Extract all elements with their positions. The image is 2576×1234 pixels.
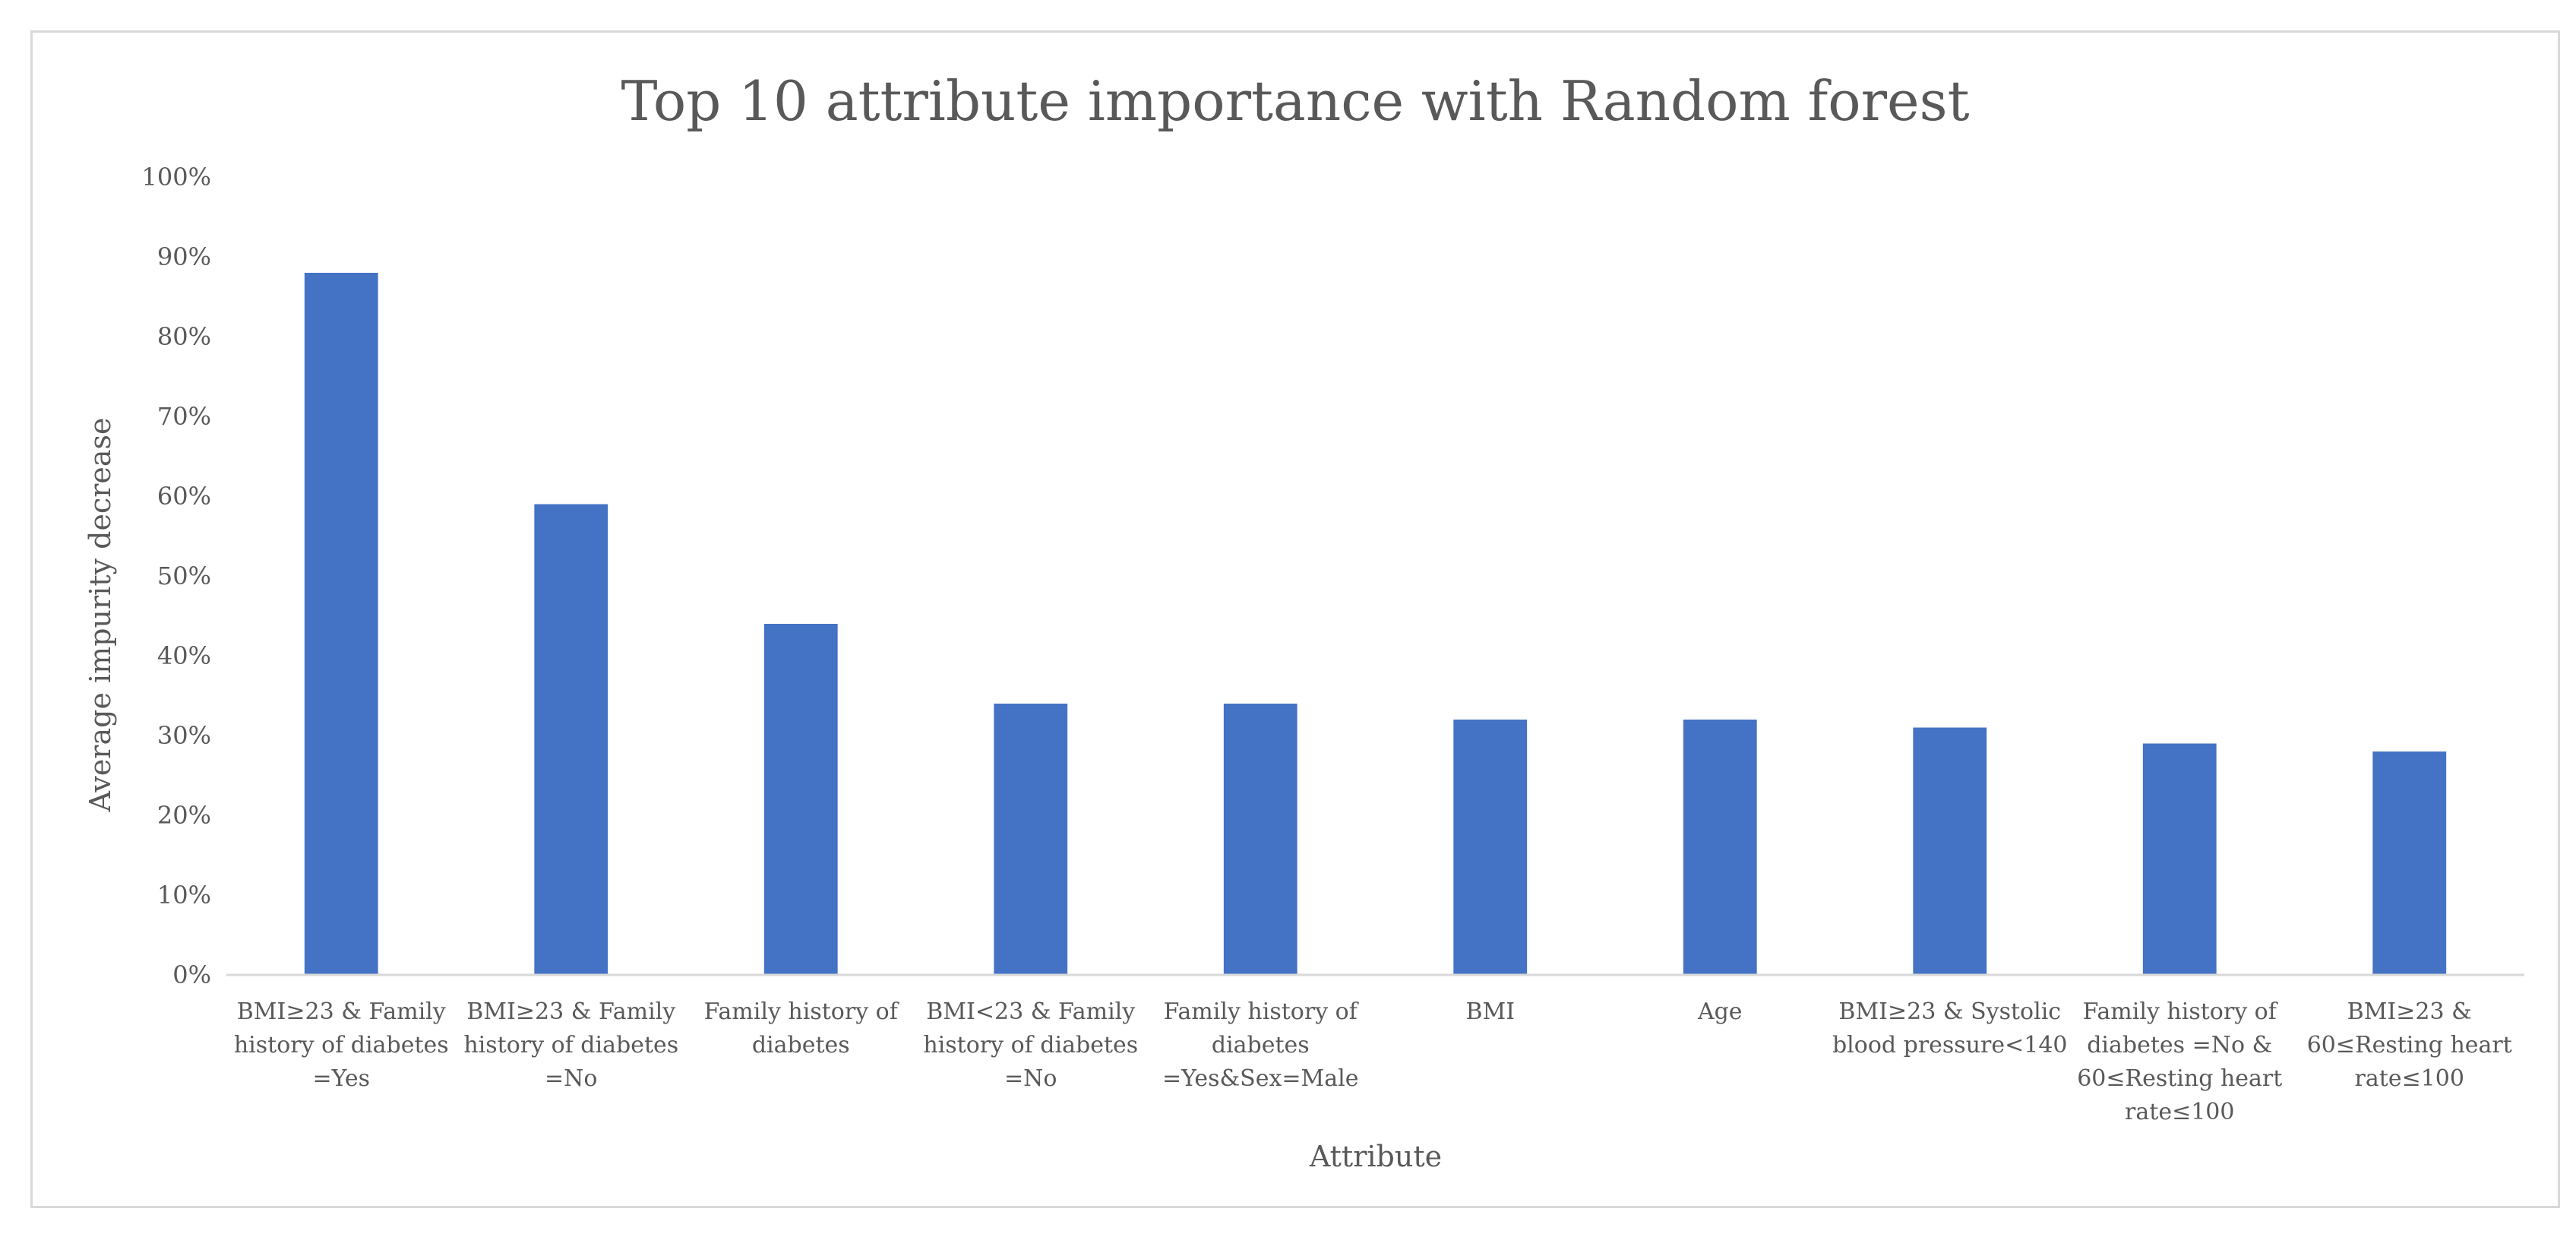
y-tick-label: 40% — [157, 641, 211, 670]
x-tick-label: BMI≥23 & Systolic blood pressure<140 — [1832, 998, 2068, 1058]
bar — [763, 624, 838, 975]
y-tick-label: 90% — [157, 242, 211, 271]
y-tick-label: 0% — [172, 960, 211, 989]
x-axis-title: Attribute — [1309, 1140, 1442, 1173]
y-tick-label: 80% — [157, 322, 211, 351]
y-tick-label: 50% — [157, 562, 211, 590]
x-tick-label: BMI — [1465, 998, 1515, 1025]
bar — [1683, 720, 1757, 975]
bar-chart: Top 10 attribute importance with Random … — [84, 69, 2524, 1173]
y-tick-label: 60% — [157, 482, 211, 511]
y-tick-label: 10% — [157, 881, 211, 910]
x-axis-category-labels: BMI≥23 & Family history of diabetes =YesBM… — [234, 998, 2512, 1125]
y-axis: 0% 10% 20% 30% 40% 50% 60% 70% 80% 90% 100% — [142, 163, 211, 989]
x-tick-label: Family history of diabetes =Yes&Sex=Male — [1162, 998, 1359, 1092]
y-tick-label: 30% — [157, 721, 211, 750]
bar — [1453, 720, 1528, 975]
y-tick-label: 100% — [142, 163, 211, 191]
bar — [994, 704, 1068, 975]
x-tick-label: Family history of diabetes =No & 60≤Restin… — [2077, 998, 2282, 1125]
y-axis-title: Average impurity decrease — [84, 417, 117, 812]
y-tick-label: 20% — [157, 801, 211, 830]
x-tick-label: Age — [1697, 998, 1743, 1025]
bar — [1913, 727, 1987, 975]
chart-title: Top 10 attribute importance with Random … — [621, 69, 1969, 133]
bar-series — [304, 273, 2447, 975]
bar — [2142, 743, 2217, 975]
x-tick-label: BMI≥23 & 60≤Resting heart rate≤100 — [2307, 998, 2512, 1092]
x-tick-label: BMI<23 & Family history of diabetes =No — [923, 998, 1138, 1092]
x-tick-label: BMI≥23 & Family history of diabetes =Yes — [234, 998, 449, 1092]
bar — [1223, 704, 1297, 975]
chart-frame: Top 10 attribute importance with Random … — [30, 30, 2560, 1208]
x-tick-label: Family history of diabetes — [704, 998, 899, 1058]
bar — [2372, 751, 2447, 975]
bar — [304, 273, 378, 975]
bar — [534, 504, 608, 975]
x-tick-label: BMI≥23 & Family history of diabetes =No — [463, 998, 678, 1092]
y-tick-label: 70% — [157, 402, 211, 431]
